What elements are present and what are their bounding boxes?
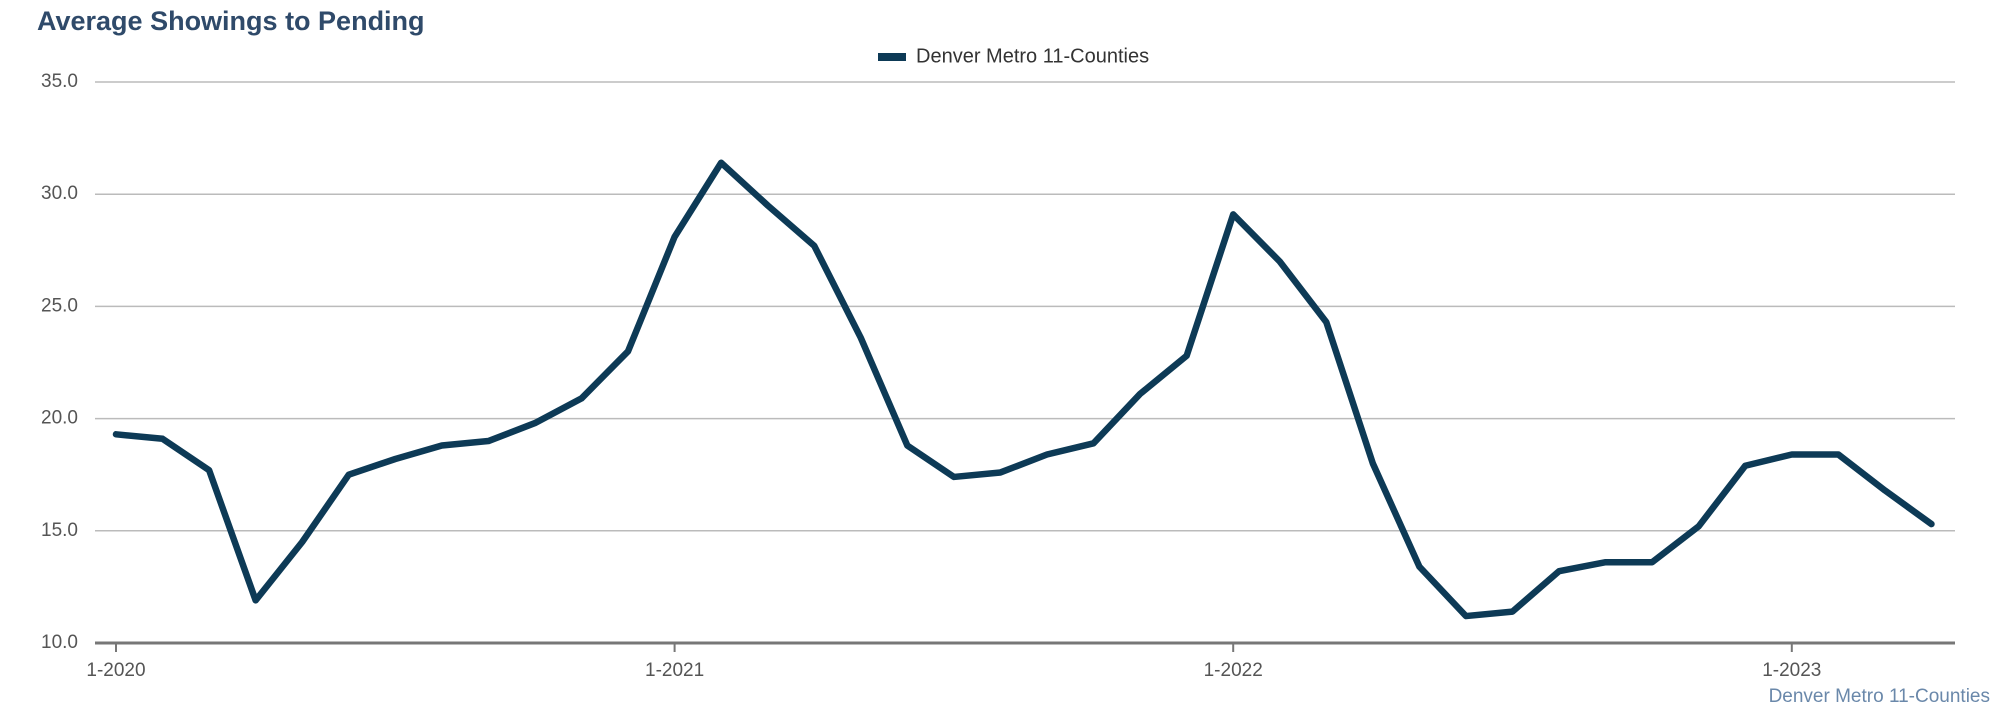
x-tick-label: 1-2023 [1762,660,1821,681]
legend-label: Denver Metro 11-Counties [916,45,1149,67]
x-tick-label: 1-2021 [645,660,704,681]
y-tick-label: 30.0 [41,183,78,204]
x-tick-label: 1-2020 [86,660,145,681]
footer: Denver Metro 11-Counties [1769,686,1990,707]
chart-title: Average Showings to Pending [37,6,425,36]
y-tick-label: 10.0 [41,632,78,653]
y-tick-label: 25.0 [41,295,78,316]
x-tick-label: 1-2022 [1204,660,1263,681]
y-tick-label: 35.0 [41,71,78,92]
y-tick-label: 15.0 [41,520,78,541]
series-line [112,159,1935,620]
y-tick-label: 20.0 [41,408,78,429]
